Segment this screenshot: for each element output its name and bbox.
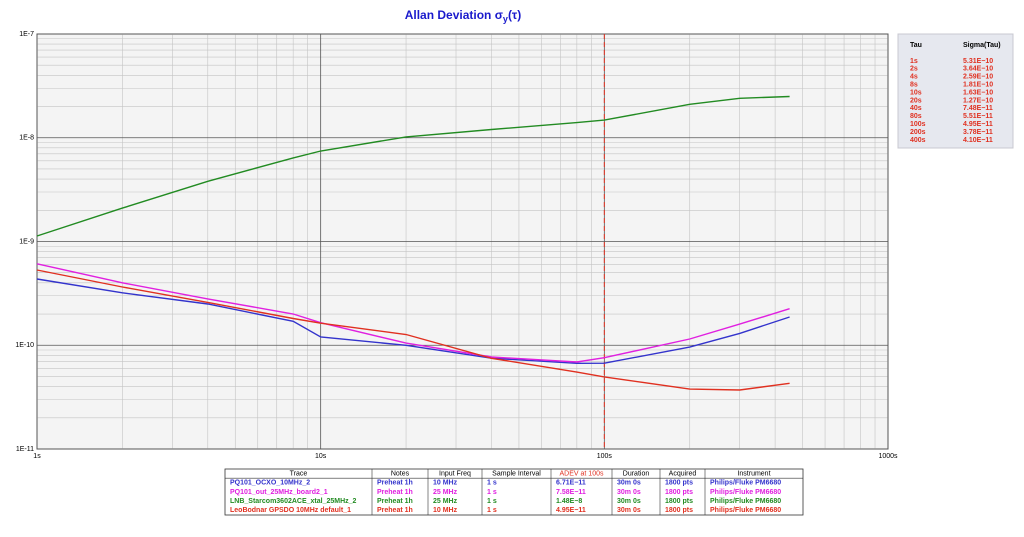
table-cell: 20s xyxy=(910,97,922,104)
table-cell: 200s xyxy=(910,129,926,136)
title-main: Allan Deviation σ xyxy=(405,8,503,22)
trace-line xyxy=(36,263,790,363)
table-cell: 1 s xyxy=(487,489,497,496)
table-cell: 5.51E−11 xyxy=(963,113,993,120)
x-tick-label: 100s xyxy=(597,453,613,460)
table-cell: 25 MHz xyxy=(433,498,458,505)
table-cell: 1800 pts xyxy=(665,498,693,505)
table-cell: Philips/Fluke PM6680 xyxy=(710,489,781,496)
title-subscript: y xyxy=(503,14,508,24)
table-cell: 30m 0s xyxy=(617,507,641,514)
table-cell: Preheat 1h xyxy=(377,480,413,487)
table-cell: 80s xyxy=(910,113,922,120)
legend-entry: PQ101_out_25MHz_board2_1 xyxy=(230,489,328,496)
table-cell: Preheat 1h xyxy=(377,498,413,505)
trace-line xyxy=(36,278,790,365)
traces xyxy=(36,34,790,449)
table-cell: Philips/Fluke PM6680 xyxy=(710,498,781,505)
y-tick-label: 1E-8 xyxy=(19,135,34,142)
table-cell: Philips/Fluke PM6680 xyxy=(710,507,781,514)
table-cell: 1s xyxy=(910,58,918,65)
table-header: ADEV at 100s xyxy=(560,470,604,477)
table-cell: 2.59E−10 xyxy=(963,74,993,81)
table-cell: 1800 pts xyxy=(665,480,693,487)
x-tick-label: 1s xyxy=(33,453,41,460)
grid xyxy=(36,33,889,450)
legend-table: Trace Notes Input Freq Sample Interval ADEV … xyxy=(224,468,804,516)
table-cell: 1 s xyxy=(487,480,497,487)
table-cell: 400s xyxy=(910,137,926,144)
table-header: Instrument xyxy=(737,470,770,477)
table-cell: 25 MHz xyxy=(433,489,458,496)
table-cell: 5.31E−10 xyxy=(963,58,993,65)
y-tick-label: 1E-7 xyxy=(19,31,34,38)
y-tick-label: 1E-11 xyxy=(16,446,34,453)
x-tick-label: 1000s xyxy=(878,453,898,460)
table-cell: 1 s xyxy=(487,507,497,514)
table-cell: 1.27E−10 xyxy=(963,97,993,104)
table-cell: 1.48E−8 xyxy=(556,498,582,505)
table-cell: 2s xyxy=(910,66,918,73)
table-cell: 10s xyxy=(910,89,922,96)
table-cell: 100s xyxy=(910,121,926,128)
table-cell: 30m 0s xyxy=(617,489,641,496)
table-cell: 1.81E−10 xyxy=(963,82,993,89)
y-tick-label: 1E-9 xyxy=(19,238,34,245)
legend-entry: LeoBodnar GPSDO 10MHz default_1 xyxy=(230,507,351,514)
table-cell: Philips/Fluke PM6680 xyxy=(710,480,781,487)
table-cell: 4s xyxy=(910,74,918,81)
table-cell: 6.71E−11 xyxy=(556,480,586,487)
table-cell: 4.10E−11 xyxy=(963,137,993,144)
table-cell: 8s xyxy=(910,82,918,89)
table-header: Duration xyxy=(623,470,650,477)
sigma-table xyxy=(897,33,1014,149)
table-header: Input Freq xyxy=(439,470,471,477)
table-header: Trace xyxy=(290,470,308,477)
table-cell: 10 MHz xyxy=(433,507,458,514)
table-header: Sigma(Tau) xyxy=(963,42,1001,49)
trace-line xyxy=(36,269,790,391)
table-cell: 30m 0s xyxy=(617,498,641,505)
table-cell: 3.78E−11 xyxy=(963,129,993,136)
trace-line xyxy=(36,95,790,237)
chart-title: Allan Deviation σy(τ) xyxy=(405,8,522,24)
table-cell: Preheat 1h xyxy=(377,507,413,514)
table-cell: 4.95E−11 xyxy=(963,121,993,128)
table-cell: 4.95E−11 xyxy=(556,507,586,514)
table-cell: 1.63E−10 xyxy=(963,89,993,96)
table-cell: 3.64E−10 xyxy=(963,66,993,73)
table-cell: 1800 pts xyxy=(665,507,693,514)
legend-entry: PQ101_OCXO_10MHz_2 xyxy=(230,480,310,487)
table-cell: Preheat 1h xyxy=(377,489,413,496)
table-header: Tau xyxy=(910,42,922,49)
table-cell: 7.58E−11 xyxy=(556,489,586,496)
table-header: Notes xyxy=(391,470,410,477)
table-header: Sample Interval xyxy=(492,470,541,477)
title-suffix: (τ) xyxy=(508,8,521,22)
table-cell: 40s xyxy=(910,105,922,112)
table-cell: 1 s xyxy=(487,498,497,505)
table-cell: 10 MHz xyxy=(433,480,458,487)
table-header: Acquired xyxy=(669,470,697,477)
sigma-table-content: Tau Sigma(Tau) 1s 5.31E−10 2s 3.64E−10 4s 2.59E… xyxy=(910,42,1001,144)
x-tick-label: 10s xyxy=(315,453,327,460)
legend-entry: LNB_Starcom3602ACE_xtal_25MHz_2 xyxy=(230,498,357,505)
table-cell: 1800 pts xyxy=(665,489,693,496)
y-tick-label: 1E-10 xyxy=(15,342,34,349)
table-cell: 30m 0s xyxy=(617,480,641,487)
table-cell: 7.48E−11 xyxy=(963,105,993,112)
legend-table-frame xyxy=(224,468,804,516)
